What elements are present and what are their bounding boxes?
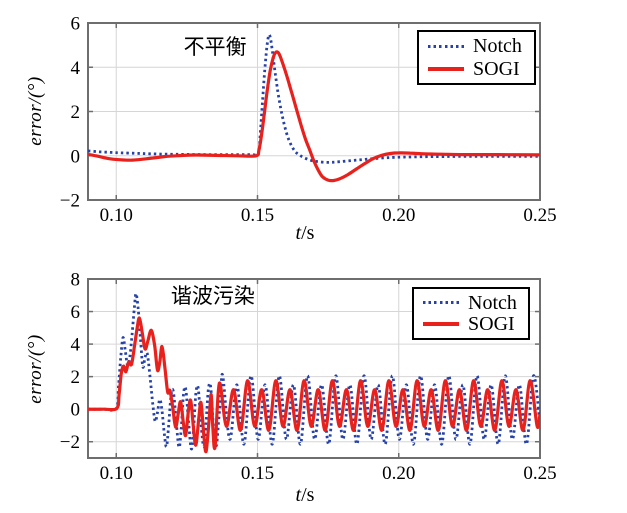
legend-entry-notch: Notch [428,35,528,58]
series-line-sogi [88,50,540,183]
chart-harmonic-pollution: 0.10 0.15 0.20 0.25 −2 0 2 4 6 8 error/(°) t/s 谐波… [0,256,627,513]
y-tick-label: 0 [71,400,81,421]
legend-box: Notch SOGI [417,30,536,85]
plot-canvas-unbalanced: 0.10 0.15 0.20 0.25 −2 0 2 4 6 [60,14,557,227]
y-tick-label: 4 [71,335,81,356]
dotted-line-swatch-icon [428,44,464,48]
y-tick-label: 4 [71,58,81,79]
legend-entry-sogi: SOGI [423,314,522,336]
x-axis-label-variable: t [295,484,302,506]
x-axis-label: t/s [296,222,315,245]
legend-entry-sogi: SOGI [428,58,528,81]
plot-canvas-harmonic: 0.10 0.15 0.20 0.25 −2 0 2 4 6 8 [60,270,557,485]
x-tick-label: 0.10 [100,205,133,226]
legend-label: SOGI [473,57,520,80]
x-tick-label: 0.25 [523,463,556,484]
x-tick-label: 0.20 [382,463,415,484]
legend-label: SOGI [468,313,515,336]
plot-frame [87,278,541,459]
y-tick-label: 2 [71,367,81,388]
legend-box: Notch SOGI [412,287,530,340]
y-tick-label: 8 [71,270,81,291]
y-tick-label: 0 [71,146,81,167]
x-axis-label-unit: /s [301,484,315,506]
plot-title-unbalanced: 不平衡 [183,35,247,60]
plot-title-harmonic: 谐波污染 [170,284,255,309]
dotted-line-swatch-icon [423,301,459,305]
x-tick-label: 0.10 [100,463,133,484]
legend-label: Notch [473,35,522,58]
chart-unbalanced: 0.10 0.15 0.20 0.25 −2 0 2 4 6 error/(°) t/s 不平衡… [0,0,627,256]
x-tick-label: 0.20 [382,205,415,226]
y-axis-label: error/(°) [25,334,46,404]
legend-entry-notch: Notch [423,292,522,314]
y-tick-label: 2 [71,102,81,123]
x-tick-label: 0.15 [241,205,274,226]
x-axis-label-unit: /s [301,222,315,244]
y-tick-label: 6 [71,14,81,35]
series-line-sogi [88,316,540,454]
solid-line-swatch-icon [423,322,459,327]
y-tick-label: −2 [60,432,80,453]
y-tick-label: −2 [60,191,80,212]
legend-label: Notch [468,291,517,314]
solid-line-swatch-icon [428,66,464,71]
x-axis-label: t/s [296,484,315,507]
x-axis-label-variable: t [295,222,302,244]
y-tick-label: 6 [71,302,81,323]
y-axis-label: error/(°) [25,76,46,146]
x-tick-label: 0.25 [523,205,556,226]
x-tick-label: 0.15 [241,463,274,484]
